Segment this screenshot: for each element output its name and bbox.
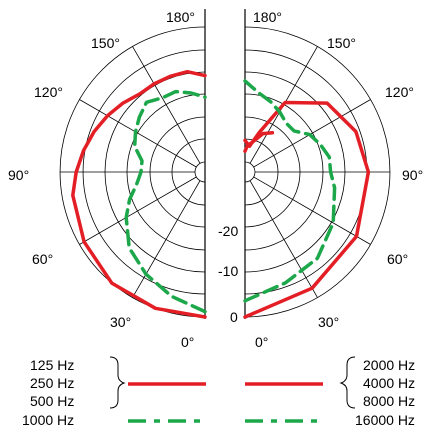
right-polar-plot [243,9,391,319]
right-spoke-60 [253,176,371,245]
legend-left-label-2: 250 Hz [30,375,74,391]
angle-label-90-left: 90° [8,167,29,183]
left-spoke-60 [79,176,197,245]
angle-label-150-left: 150° [91,35,120,51]
left-spoke-120 [79,99,197,168]
angle-label-180-left: 180° [166,9,195,25]
left-series-0-curve [71,69,207,319]
ring-label-minus-10: -10 [218,263,238,279]
ring-label-minus-20: -20 [218,223,238,239]
angle-label-0-right: 0° [255,334,268,350]
legend-right-label-3: 8000 Hz [363,393,415,409]
legend-left-brace [109,356,126,409]
angle-label-30-right: 30° [318,314,339,330]
left-ring-0 [194,161,206,183]
legend-right-label-2: 4000 Hz [363,375,415,391]
ring-label-0: 0 [230,309,238,325]
angle-label-180-right: 180° [253,9,282,25]
right-spoke-30 [249,180,318,298]
left-series-1-curve [124,89,207,314]
left-spoke-30 [132,180,201,298]
legend-left-label-4: 1000 Hz [22,412,74,428]
left-spoke-150 [132,46,201,164]
legend-left-label-1: 125 Hz [30,357,74,373]
left-polar-plot [59,9,207,319]
legend-left-label-3: 500 Hz [30,393,74,409]
angle-label-120-left: 120° [34,84,63,100]
right-spoke-120 [253,99,371,168]
right-series-0-secondary-curve [243,131,275,153]
angle-label-30-left: 30° [110,314,131,330]
angle-label-60-left: 60° [32,251,53,267]
angle-label-120-right: 120° [385,84,414,100]
angle-label-0-left: 0° [181,334,194,350]
angle-label-90-right: 90° [402,167,423,183]
angle-label-60-right: 60° [387,251,408,267]
legend-right-brace [339,356,356,409]
legend-right-label-4: 16000 Hz [355,412,415,428]
right-series-1-curve [243,79,337,303]
right-ring-0 [244,161,256,183]
legend-right-label-1: 2000 Hz [363,357,415,373]
angle-label-150-right: 150° [327,35,356,51]
